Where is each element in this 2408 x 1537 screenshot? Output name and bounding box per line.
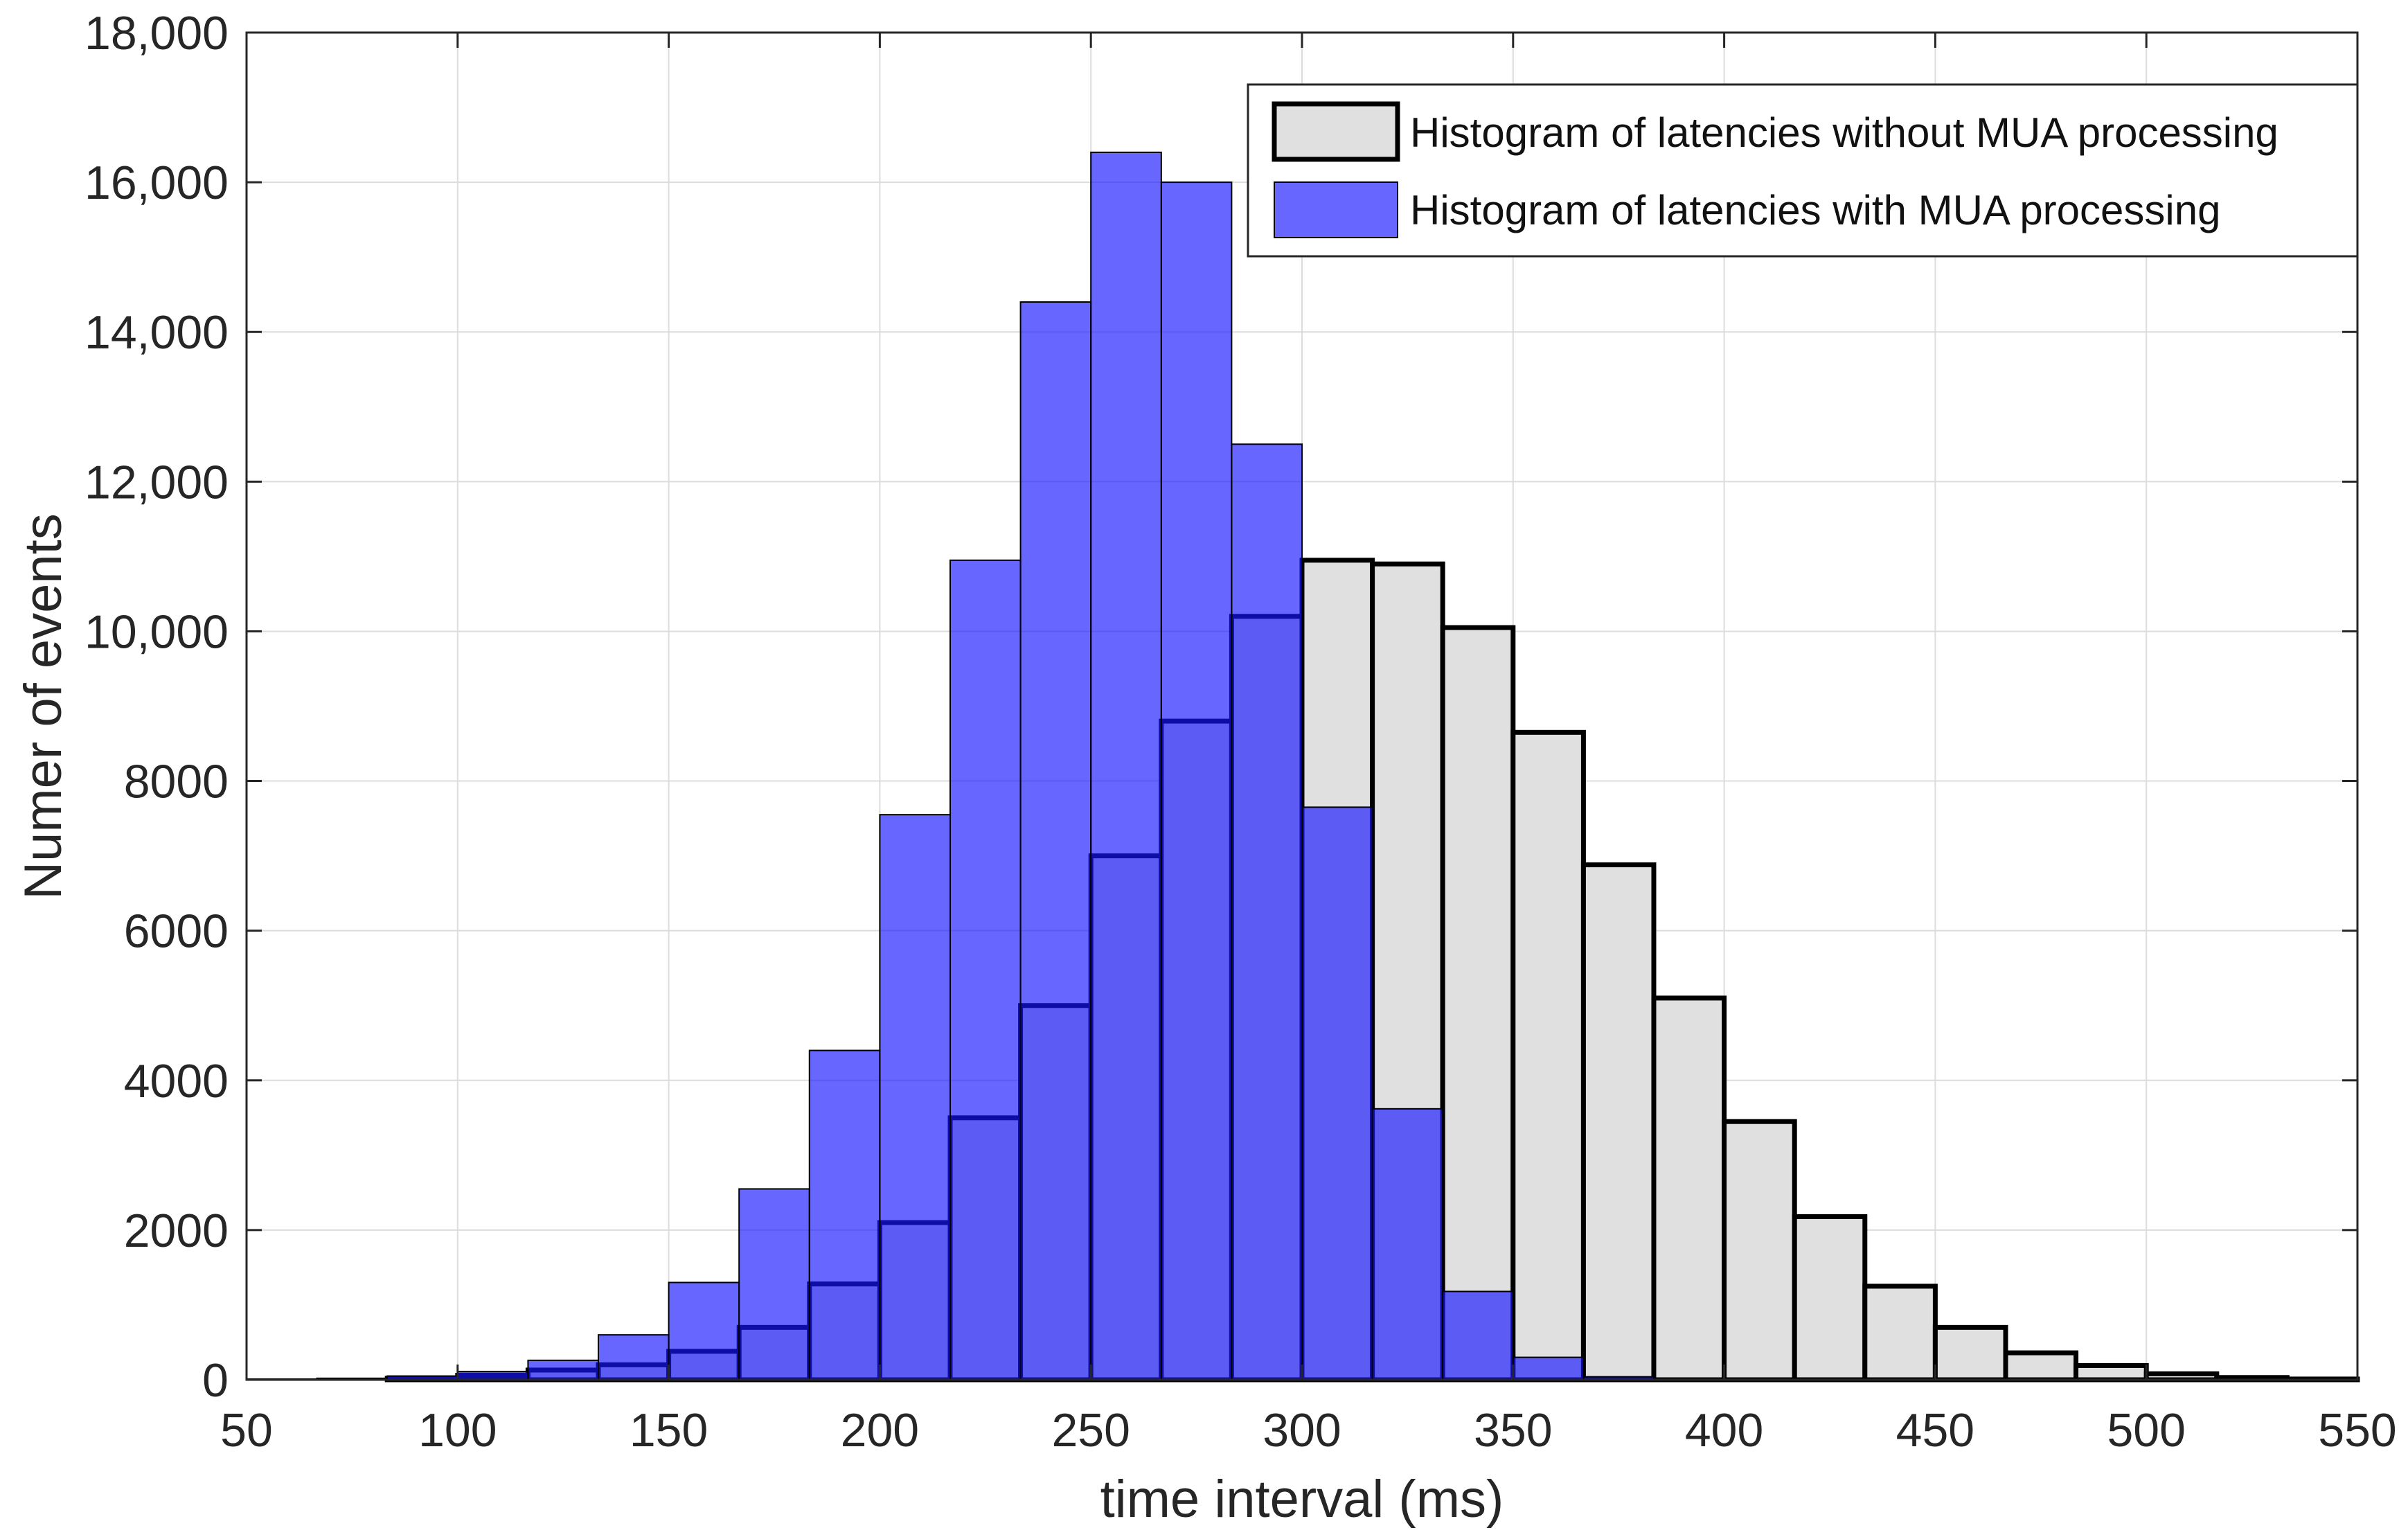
y-axis-tick-labels: 0 2000 4000 6000 8000 10,000 12,000 14,000 16,00… bbox=[84, 7, 229, 1407]
y-tick-label: 8000 bbox=[124, 756, 229, 808]
with-mua-bar bbox=[1301, 806, 1373, 1380]
without-mua-bar bbox=[1510, 729, 1586, 1383]
legend-swatch-with-mua bbox=[1274, 181, 1398, 238]
with-mua-bar bbox=[1231, 443, 1303, 1380]
x-tick-label: 150 bbox=[630, 1404, 708, 1457]
x-tick-label: 450 bbox=[1896, 1404, 1974, 1457]
without-mua-bar bbox=[1580, 862, 1657, 1383]
axis-ticks bbox=[245, 31, 2359, 1381]
x-tick-label: 300 bbox=[1263, 1404, 1341, 1457]
without-mua-bar bbox=[1862, 1283, 1938, 1383]
x-axis-tick-labels: 50 100 150 200 250 300 350 400 450 500 550 bbox=[220, 1404, 2397, 1457]
with-mua-bar bbox=[527, 1359, 599, 1380]
without-mua-bar bbox=[2073, 1362, 2149, 1383]
with-mua-bar bbox=[1371, 1108, 1444, 1380]
with-mua-bar bbox=[1442, 1290, 1514, 1380]
with-mua-bar bbox=[1160, 181, 1233, 1381]
legend-swatch-without-mua bbox=[1272, 101, 1400, 162]
y-tick-label: 10,000 bbox=[84, 605, 229, 658]
x-tick-label: 250 bbox=[1051, 1404, 1130, 1457]
y-tick-label: 14,000 bbox=[84, 306, 229, 359]
y-tick-label: 18,000 bbox=[84, 7, 229, 60]
y-tick-label: 0 bbox=[202, 1354, 229, 1407]
x-tick-label: 100 bbox=[418, 1404, 497, 1457]
legend-label-with-mua: Histogram of latencies with MUA processi… bbox=[1410, 187, 2220, 233]
with-mua-bar bbox=[1512, 1356, 1585, 1381]
series-with-mua bbox=[246, 151, 1725, 1381]
with-mua-bar bbox=[808, 1049, 881, 1380]
with-mua-bar bbox=[879, 814, 952, 1380]
legend: Histogram of latencies without MUA proce… bbox=[1247, 83, 2359, 258]
x-tick-label: 200 bbox=[841, 1404, 919, 1457]
with-mua-bar bbox=[597, 1334, 670, 1380]
x-tick-label: 550 bbox=[2318, 1404, 2396, 1457]
y-tick-label: 12,000 bbox=[84, 456, 229, 508]
x-tick-label: 500 bbox=[2107, 1404, 2185, 1457]
y-tick-label: 6000 bbox=[124, 905, 229, 958]
without-mua-bar bbox=[1722, 1119, 1797, 1383]
x-tick-label: 350 bbox=[1474, 1404, 1552, 1457]
x-axis-label: time interval (ms) bbox=[1100, 1470, 1504, 1529]
with-mua-bar bbox=[738, 1188, 810, 1381]
legend-label-without-mua: Histogram of latencies without MUA proce… bbox=[1410, 109, 2278, 156]
legend-box bbox=[1247, 83, 2359, 258]
with-mua-bar bbox=[949, 559, 1022, 1381]
y-tick-label: 4000 bbox=[124, 1055, 229, 1108]
without-mua-bar bbox=[2003, 1350, 2079, 1383]
without-mua-bar bbox=[1792, 1214, 1868, 1383]
without-mua-bar bbox=[1440, 625, 1516, 1383]
with-mua-bar bbox=[456, 1371, 529, 1381]
with-mua-bar bbox=[1090, 151, 1162, 1380]
x-tick-label: 50 bbox=[220, 1404, 273, 1457]
y-tick-label: 16,000 bbox=[84, 157, 229, 209]
with-mua-bar bbox=[668, 1281, 740, 1381]
y-axis-label: Numer of events bbox=[14, 513, 73, 900]
without-mua-bar bbox=[1932, 1324, 2008, 1383]
y-tick-label: 2000 bbox=[124, 1205, 229, 1257]
with-mua-bar bbox=[1019, 301, 1092, 1380]
x-tick-label: 400 bbox=[1685, 1404, 1763, 1457]
without-mua-bar bbox=[1651, 995, 1727, 1383]
